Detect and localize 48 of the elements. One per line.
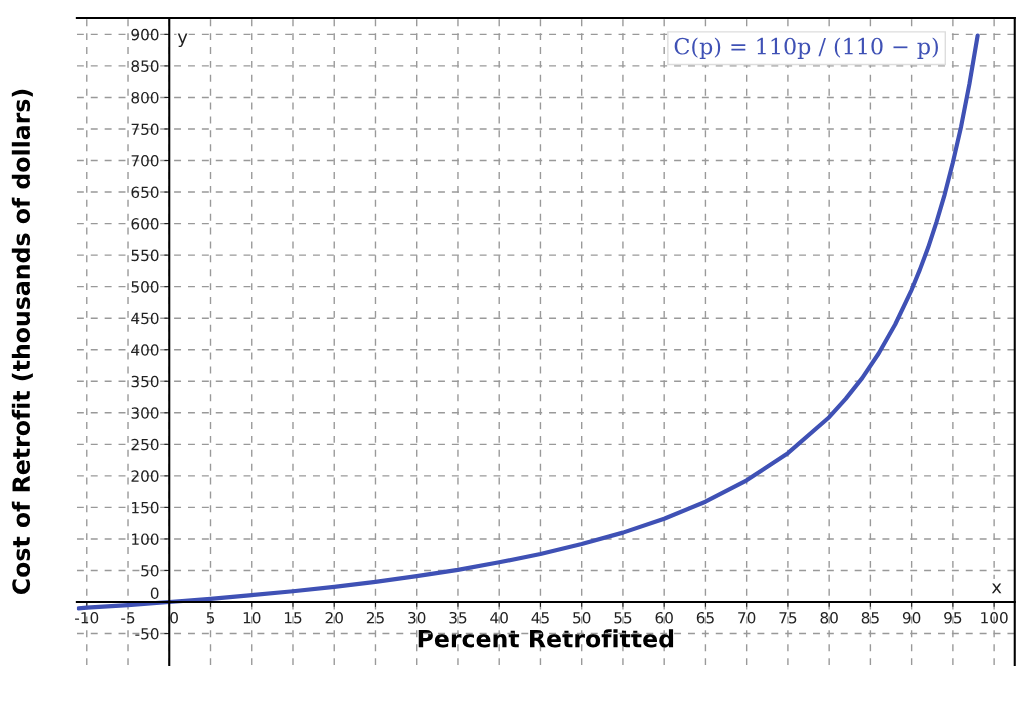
y-tick-label: 900 (131, 28, 159, 41)
y-tick-label: 800 (131, 91, 159, 104)
x-tick-label: 30 (408, 612, 426, 624)
x-tick-label: 60 (655, 612, 673, 624)
x-tick-label: -10 (75, 612, 99, 624)
x-tick-label: 20 (325, 612, 343, 624)
x-axis-title: Percent Retrofitted (418, 629, 674, 648)
x-tick-label: 75 (779, 612, 797, 624)
x-tick-label: -5 (121, 612, 135, 624)
x-tick-label: 80 (820, 612, 838, 624)
x-tick-label: 65 (696, 612, 714, 624)
x-tick-label: 5 (206, 612, 215, 624)
annotation: y (177, 33, 188, 48)
x-tick-label: 95 (944, 612, 962, 624)
x-tick-label: 50 (573, 612, 591, 624)
x-tick-label: 40 (490, 612, 508, 624)
y-tick-label: 450 (131, 312, 159, 325)
y-tick-label: 250 (131, 438, 159, 451)
y-tick-label: 200 (131, 470, 159, 482)
y-tick-label: 150 (132, 501, 159, 514)
x-tick-label: 0 (170, 612, 178, 624)
x-tick-label: 45 (531, 612, 549, 624)
y-tick-label: 550 (131, 249, 159, 262)
x-tick-label: 10 (243, 612, 261, 624)
y-tick-label: 400 (131, 344, 159, 356)
x-tick-label: 70 (738, 612, 756, 624)
x-tick-label: 100 (981, 612, 1008, 624)
y-tick-label: 50 (141, 564, 159, 577)
y-tick-label: -50 (135, 628, 159, 640)
y-tick-label: 350 (131, 375, 159, 388)
y-tick-label: 100 (132, 533, 159, 545)
y-axis-title: Cost of Retrofit (thousands of dollars) (11, 89, 33, 595)
annotation: C(p) = 110p / (110 − p) (674, 37, 938, 59)
x-tick-label: 35 (449, 612, 467, 624)
y-tick-label: 300 (131, 407, 159, 419)
x-tick-label: 90 (902, 612, 921, 624)
x-tick-label: 55 (614, 612, 632, 624)
x-tick-label: 15 (284, 612, 302, 624)
y-tick-label: 600 (131, 218, 159, 230)
y-tick-label: 850 (131, 60, 159, 72)
y-tick-label: 500 (131, 281, 159, 293)
y-tick-label: 0 (150, 587, 159, 600)
x-tick-label: 85 (861, 612, 879, 624)
y-tick-label: 650 (131, 186, 159, 199)
x-tick-label: 25 (366, 612, 384, 624)
y-tick-label: 700 (131, 154, 159, 167)
annotation: x (991, 583, 1002, 594)
y-tick-label: 750 (131, 123, 159, 135)
